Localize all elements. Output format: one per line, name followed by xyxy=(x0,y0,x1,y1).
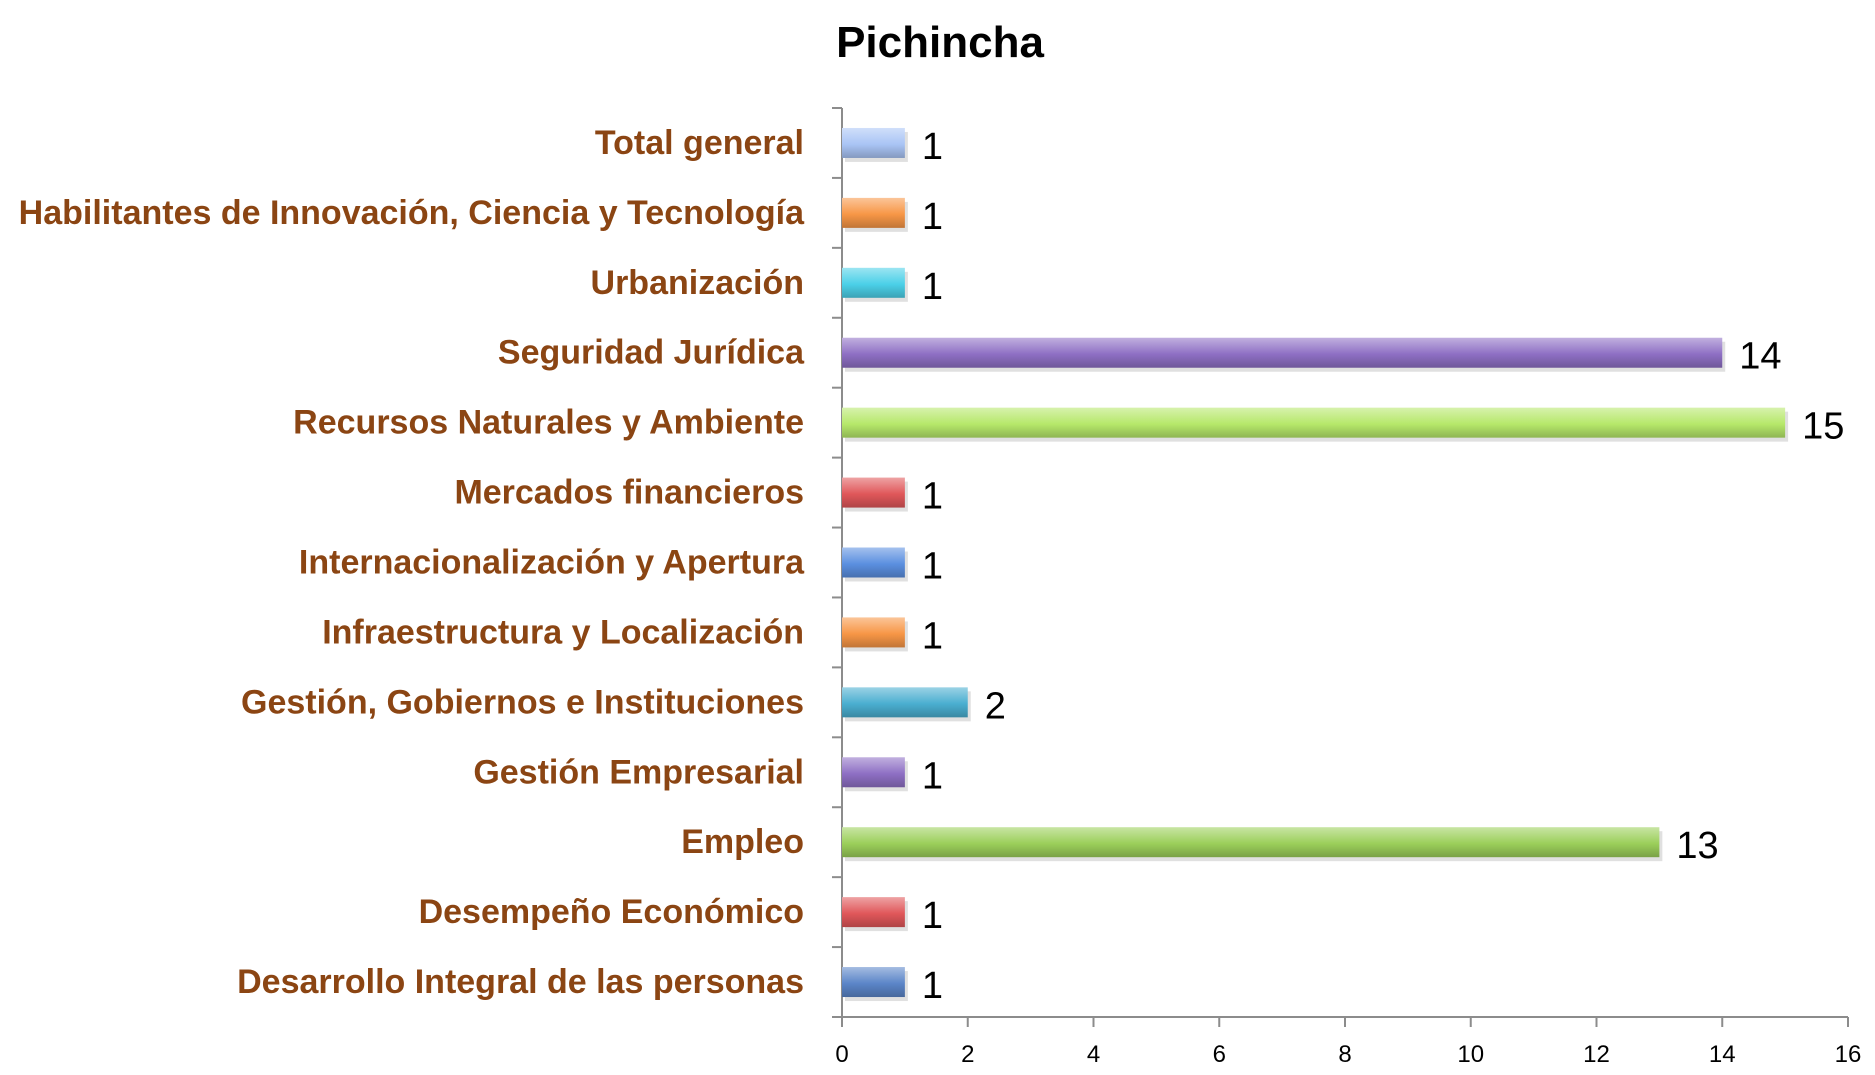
data-label: 1 xyxy=(922,965,943,1007)
data-label: 1 xyxy=(922,895,943,937)
bar xyxy=(842,337,1723,368)
data-label: 1 xyxy=(922,476,943,518)
bar xyxy=(842,127,905,158)
data-label: 1 xyxy=(922,546,943,588)
category-label: Gestión Empresarial xyxy=(473,753,804,791)
x-tick-label: 0 xyxy=(835,1041,848,1068)
data-label: 1 xyxy=(922,126,943,168)
x-tick-label: 10 xyxy=(1457,1041,1484,1068)
data-label: 15 xyxy=(1802,406,1844,448)
bar xyxy=(842,477,905,508)
category-label: Desarrollo Integral de las personas xyxy=(237,963,804,1001)
x-tick-label: 8 xyxy=(1338,1041,1351,1068)
category-label: Recursos Naturales y Ambiente xyxy=(293,404,804,442)
category-label: Urbanización xyxy=(591,264,804,302)
data-label: 1 xyxy=(922,755,943,797)
bar xyxy=(842,267,905,298)
x-tick-label: 2 xyxy=(961,1041,974,1068)
x-tick-label: 4 xyxy=(1087,1041,1100,1068)
data-label: 13 xyxy=(1676,825,1718,867)
category-label: Habilitantes de Innovación, Ciencia y Te… xyxy=(19,194,805,232)
category-label: Desempeño Económico xyxy=(419,893,804,931)
bar xyxy=(842,687,968,718)
data-label: 2 xyxy=(985,685,1006,727)
bar xyxy=(842,827,1660,858)
bar xyxy=(842,617,905,648)
data-label: 1 xyxy=(922,615,943,657)
bar xyxy=(842,897,905,928)
bar xyxy=(842,407,1786,438)
category-label: Mercados financieros xyxy=(454,474,804,512)
x-tick-label: 6 xyxy=(1213,1041,1226,1068)
data-label: 14 xyxy=(1739,336,1781,378)
bar xyxy=(842,757,905,788)
bar xyxy=(842,967,905,998)
category-label: Total general xyxy=(595,124,804,162)
chart-title: Pichincha xyxy=(836,18,1044,67)
data-label: 1 xyxy=(922,196,943,238)
category-label: Empleo xyxy=(681,823,804,861)
category-label: Seguridad Jurídica xyxy=(498,334,805,372)
x-tick-label: 14 xyxy=(1709,1041,1736,1068)
category-label: Internacionalización y Apertura xyxy=(299,544,805,582)
data-label: 1 xyxy=(922,266,943,308)
bar xyxy=(842,547,905,578)
bar xyxy=(842,197,905,228)
x-tick-label: 16 xyxy=(1835,1041,1862,1068)
category-label: Infraestructura y Localización xyxy=(322,613,804,651)
category-label: Gestión, Gobiernos e Instituciones xyxy=(241,683,804,721)
x-tick-label: 12 xyxy=(1583,1041,1610,1068)
